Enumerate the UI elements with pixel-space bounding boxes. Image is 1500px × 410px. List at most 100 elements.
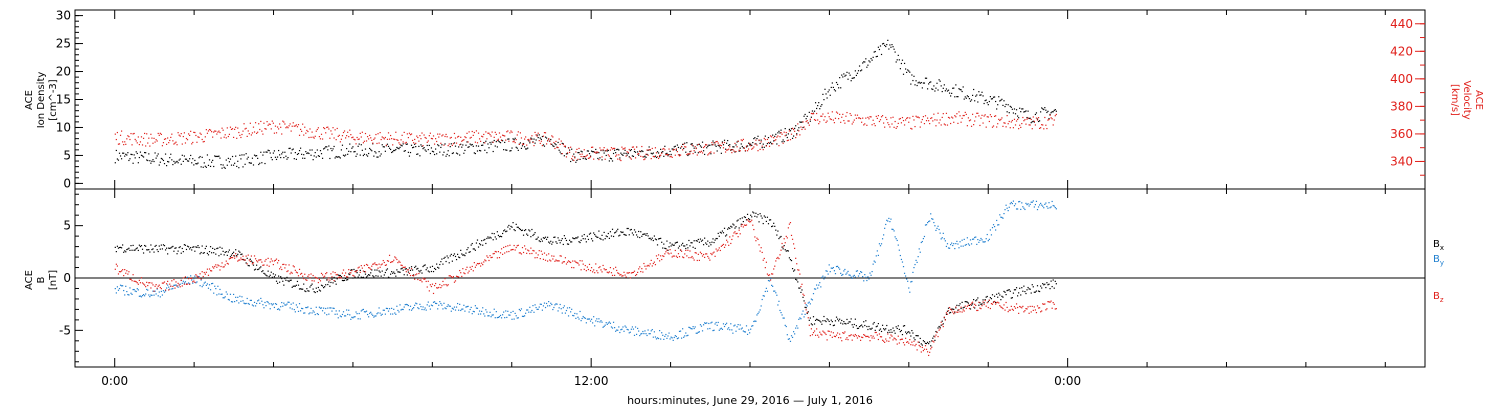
- top-point: [555, 144, 557, 146]
- top-point: [672, 148, 674, 150]
- bottom-point: [734, 227, 736, 229]
- top-point: [631, 155, 634, 157]
- bottom-point: [359, 318, 361, 320]
- top-point: [716, 150, 718, 152]
- bottom-point: [717, 249, 719, 251]
- top-point: [183, 155, 185, 157]
- top-point: [348, 136, 350, 138]
- bottom-point: [767, 223, 770, 225]
- top-point: [114, 162, 116, 164]
- top-point: [753, 138, 755, 140]
- bottom-point: [259, 267, 261, 269]
- top-point: [273, 150, 276, 152]
- bottom-point: [587, 238, 590, 241]
- bottom-point: [269, 274, 271, 276]
- bottom-point: [360, 276, 362, 278]
- bottom-point: [544, 236, 547, 238]
- bottom-point: [225, 291, 227, 293]
- top-point: [1013, 118, 1016, 120]
- bottom-point: [967, 302, 970, 304]
- bottom-point: [941, 324, 943, 326]
- top-point: [640, 155, 642, 157]
- bottom-point: [123, 251, 125, 253]
- bottom-point: [464, 310, 466, 312]
- bottom-point: [428, 290, 430, 292]
- bottom-tick-label: 0: [63, 271, 71, 285]
- bottom-point: [466, 248, 468, 251]
- bottom-point: [212, 266, 214, 268]
- bottom-point: [340, 276, 343, 278]
- bottom-point: [688, 257, 690, 259]
- top-point: [950, 122, 952, 125]
- bottom-point: [217, 264, 219, 266]
- top-point: [534, 142, 536, 144]
- bottom-point: [388, 254, 391, 256]
- bottom-point: [551, 303, 553, 306]
- bottom-point: [351, 269, 353, 271]
- top-point: [243, 154, 245, 156]
- bottom-point: [340, 316, 343, 318]
- bottom-point: [330, 281, 332, 284]
- bottom-point: [544, 306, 547, 309]
- bottom-point: [559, 303, 561, 306]
- top-point: [671, 156, 673, 158]
- top-point: [229, 158, 232, 160]
- top-point: [618, 154, 620, 156]
- bottom-point: [663, 255, 665, 258]
- top-point: [862, 62, 864, 64]
- top-point: [126, 138, 128, 140]
- top-point: [679, 154, 682, 156]
- bottom-point: [295, 271, 297, 273]
- bottom-point: [1027, 306, 1029, 308]
- top-point: [387, 132, 390, 134]
- top-point: [115, 138, 117, 141]
- top-point: [924, 115, 927, 117]
- bottom-point: [1012, 309, 1015, 311]
- bottom-point: [917, 256, 919, 258]
- bottom-point: [773, 268, 775, 270]
- bottom-point: [948, 247, 951, 249]
- bottom-point: [1021, 202, 1023, 204]
- bottom-point: [876, 250, 878, 252]
- bottom-point: [715, 321, 717, 324]
- bottom-point: [355, 271, 357, 273]
- top-point: [368, 152, 370, 155]
- bottom-point: [787, 338, 789, 340]
- bottom-point: [795, 327, 797, 329]
- bottom-point: [220, 265, 222, 268]
- bottom-point: [343, 279, 346, 281]
- bottom-point: [357, 276, 359, 278]
- bottom-point: [534, 304, 536, 306]
- top-point: [702, 146, 705, 149]
- bottom-point: [747, 220, 750, 222]
- bottom-point: [489, 311, 491, 313]
- top-point: [341, 144, 344, 146]
- bottom-point: [842, 273, 844, 276]
- top-point: [650, 158, 652, 160]
- bottom-point: [468, 270, 470, 272]
- top-point: [497, 138, 500, 140]
- top-point: [580, 150, 582, 152]
- top-point: [328, 145, 330, 147]
- bottom-point: [123, 274, 125, 277]
- top-left-tick-label: 30: [56, 9, 71, 23]
- bottom-point: [979, 239, 981, 242]
- bottom-point: [339, 274, 341, 277]
- bottom-point: [1005, 293, 1007, 296]
- top-point: [283, 121, 285, 123]
- bottom-point: [419, 279, 421, 281]
- bottom-point: [502, 253, 504, 255]
- bottom-point: [396, 269, 398, 271]
- bottom-point: [386, 307, 389, 310]
- top-point: [323, 127, 325, 129]
- bottom-point: [370, 311, 372, 313]
- bottom-point: [1042, 303, 1044, 305]
- top-point: [408, 132, 411, 134]
- x-tick-label: 12:00: [574, 374, 609, 388]
- bottom-point: [699, 251, 702, 253]
- top-point: [203, 140, 205, 143]
- top-point: [437, 133, 439, 135]
- bottom-point: [952, 311, 954, 313]
- top-point: [204, 136, 206, 138]
- bottom-point: [234, 257, 236, 259]
